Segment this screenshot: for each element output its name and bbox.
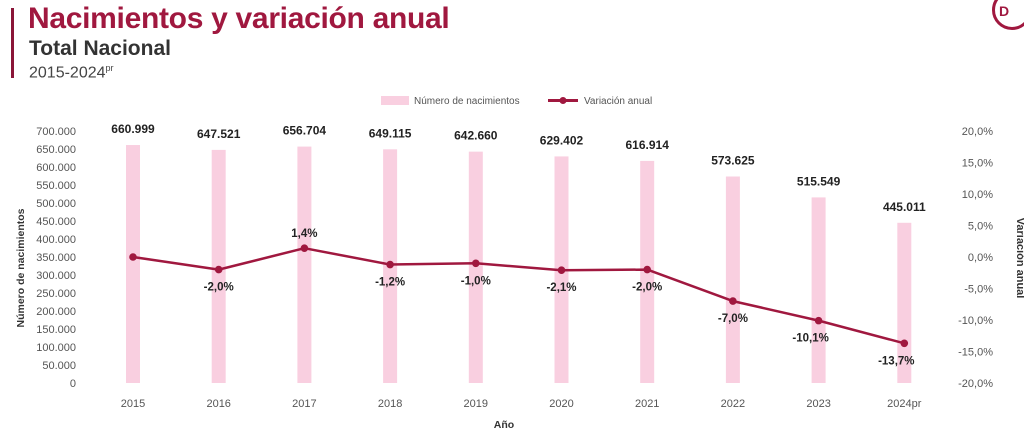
legend-label-births: Número de nacimientos (414, 96, 520, 107)
title-accent-bar (11, 8, 14, 78)
x-axis-tick: 2020 (549, 398, 573, 410)
bar-value-label: 642.660 (454, 129, 498, 143)
right-axis-tick: -5,0% (964, 284, 993, 296)
bar-births (126, 145, 140, 383)
right-axis-tick: -10,0% (958, 315, 993, 327)
bar-value-label: 573.625 (711, 153, 755, 167)
bar-value-label: 515.549 (797, 174, 841, 188)
right-axis-tick: -15,0% (958, 347, 993, 359)
bar-births (725, 176, 740, 383)
bar-value-label: 629.402 (540, 133, 584, 147)
left-axis-tick: 200.000 (36, 306, 76, 318)
right-axis-tick: 5,0% (968, 221, 993, 233)
period-label: 2015-2024pr (29, 63, 114, 82)
variation-point (472, 259, 480, 268)
x-axis-tick: 2023 (806, 398, 830, 410)
legend-swatch-births (381, 96, 409, 105)
bar-value-label: 616.914 (626, 138, 670, 152)
x-axis-tick: 2015 (121, 398, 145, 410)
period-superscript: pr (105, 63, 114, 73)
variation-point (643, 265, 651, 274)
variation-value-label: -2,0% (632, 282, 662, 294)
bar-births (468, 151, 483, 383)
x-axis-tick: 2016 (206, 398, 230, 410)
right-axis-tick: 15,0% (962, 158, 993, 170)
legend-marker-variation (559, 97, 567, 104)
bar-value-label: 660.999 (111, 122, 155, 136)
legend-label-variation: Variación anual (584, 96, 652, 107)
variation-point (814, 316, 823, 325)
x-axis-title: Año (494, 419, 514, 431)
x-axis-tick: 2017 (292, 398, 316, 410)
variation-value-label: -1,0% (461, 275, 491, 287)
variation-point (900, 339, 909, 348)
left-axis-tick: 500.000 (36, 198, 76, 210)
x-axis-tick: 2022 (721, 398, 745, 410)
variation-value-label: -7,0% (718, 313, 748, 325)
bar-value-label: 656.704 (283, 124, 327, 138)
x-axis-tick: 2024pr (887, 398, 922, 410)
variation-point (129, 253, 137, 261)
x-axis-tick: 2018 (378, 398, 402, 410)
period-range: 2015-2024 (29, 64, 106, 82)
page-title: Nacimientos y variación anual (28, 2, 450, 35)
left-axis-tick: 50.000 (42, 360, 76, 372)
right-axis-tick: 20,0% (962, 126, 993, 138)
bar-births (297, 146, 312, 383)
left-axis-tick: 400.000 (36, 234, 76, 246)
left-axis-tick: 450.000 (36, 216, 76, 228)
x-axis-tick: 2021 (635, 398, 659, 410)
variation-value-label: -2,0% (204, 282, 234, 294)
bar-value-label: 649.115 (369, 126, 412, 140)
left-axis-tick: 700.000 (36, 126, 76, 138)
left-axis-tick: 600.000 (36, 162, 76, 174)
left-axis-tick: 150.000 (36, 324, 76, 336)
bar-value-label: 647.521 (197, 127, 241, 141)
variation-point (300, 244, 309, 252)
bar-value-label: 445.011 (883, 200, 926, 214)
bar-births (811, 197, 826, 383)
right-axis-tick: -20,0% (958, 378, 993, 390)
left-axis-tick: 350.000 (36, 252, 76, 264)
variation-value-label: -2,1% (546, 282, 576, 294)
right-axis-title: Variación anual (1014, 218, 1024, 299)
variation-line (132, 246, 905, 345)
left-axis-tick: 550.000 (36, 180, 76, 192)
variation-value-label: -10,1% (792, 333, 828, 345)
right-axis-tick: 10,0% (962, 189, 993, 201)
variation-point (729, 297, 737, 305)
variation-value-label: 1,4% (291, 228, 317, 240)
left-axis-tick: 250.000 (36, 288, 76, 300)
left-axis-tick: 650.000 (36, 144, 76, 156)
variation-point (557, 266, 566, 275)
x-axis-tick: 2019 (464, 398, 488, 410)
left-axis-title: Número de nacimientos (15, 208, 27, 327)
variation-point (214, 265, 223, 274)
page-subtitle: Total Nacional (29, 37, 171, 60)
variation-value-label: -13,7% (878, 355, 914, 367)
variation-point (386, 260, 394, 269)
right-axis-tick: 0,0% (968, 252, 993, 264)
variation-value-label: -1,2% (375, 277, 405, 289)
left-axis-tick: 300.000 (36, 270, 76, 282)
left-axis-tick: 100.000 (36, 342, 76, 354)
left-axis-tick: 0 (70, 378, 76, 390)
corner-logo-letter: D (999, 3, 1010, 19)
